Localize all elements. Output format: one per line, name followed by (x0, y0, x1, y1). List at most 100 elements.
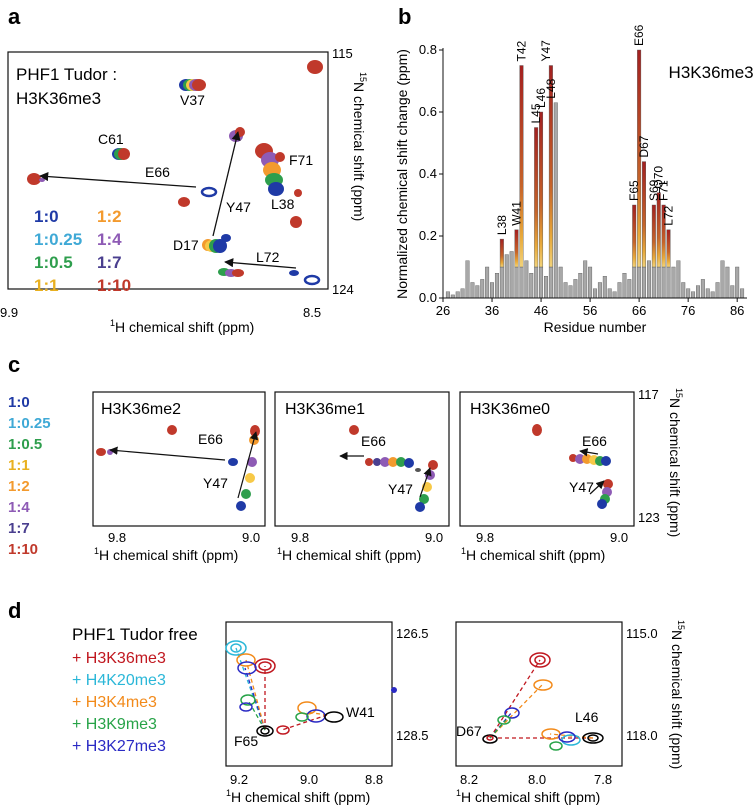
x-tick-label: 66 (632, 303, 646, 318)
peak-cluster-v37 (179, 79, 206, 91)
bar (578, 273, 583, 299)
y-tick-label: 0.4 (419, 166, 437, 181)
bar-annotation: E66 (632, 24, 646, 46)
bar (730, 285, 735, 299)
svg-text:+ H3K9me3: + H3K9me3 (72, 716, 157, 733)
svg-text:D67: D67 (456, 723, 482, 739)
svg-text:E66: E66 (198, 431, 223, 447)
bar (509, 251, 514, 299)
y-axis-label: Normalized chemical shift change (ppm) (394, 49, 410, 299)
panel-c-legend: 1:0 1:0.25 1:0.5 1:1 1:2 1:4 1:7 1:10 (8, 394, 51, 558)
svg-text:1:7: 1:7 (97, 253, 122, 272)
x-tick-label: 46 (534, 303, 548, 318)
bar (504, 254, 509, 299)
bar-annotation: W41 (510, 201, 524, 226)
svg-text:Y47: Y47 (388, 481, 413, 497)
svg-text:1:7: 1:7 (8, 520, 30, 537)
arrow-e66 (39, 172, 197, 188)
svg-text:8.2: 8.2 (460, 772, 478, 787)
bar (593, 288, 597, 299)
bar (514, 266, 519, 299)
svg-text:9.0: 9.0 (425, 530, 443, 545)
x-tick-label: 36 (485, 303, 499, 318)
svg-text:1:2: 1:2 (97, 207, 122, 226)
peak-top-right (307, 60, 323, 74)
bar (666, 229, 671, 268)
svg-text:L46: L46 (575, 709, 599, 725)
svg-text:9.8: 9.8 (291, 530, 309, 545)
label-v37: V37 (180, 92, 205, 108)
bar (715, 282, 720, 299)
svg-text:W41: W41 (346, 704, 375, 720)
bar (539, 266, 544, 299)
svg-text:1:0: 1:0 (8, 394, 30, 411)
svg-text:7.8: 7.8 (594, 772, 612, 787)
bar (475, 285, 480, 299)
label-f71: F71 (289, 152, 313, 168)
x-axis-label: Residue number (544, 319, 647, 335)
label-c61: C61 (98, 131, 124, 147)
bar (696, 285, 700, 299)
panel-b-letter: b (398, 4, 411, 29)
bar (710, 291, 715, 299)
bar (534, 266, 539, 299)
panel-c-letter: c (8, 352, 20, 377)
bar (642, 161, 646, 268)
panel-d-legend: + H3K36me3 + H4K20me3 + H3K4me3 + H3K9me… (72, 650, 166, 755)
bar (656, 192, 661, 268)
bar (524, 260, 529, 299)
bar (485, 266, 490, 299)
bar (544, 276, 548, 299)
a-y-tick-bottom: 124 (332, 282, 354, 297)
svg-text:1:4: 1:4 (8, 499, 30, 516)
spectrum-d-right: D67 L46 8.2 8.0 7.8 115.0 118.0 1H chemi… (455, 621, 658, 805)
bar (681, 282, 686, 299)
x-tick-label: 76 (681, 303, 695, 318)
spectrum-d-left: W41 F65 9.2 9.0 8.8 126.5 128.5 1H chemi… (225, 621, 429, 805)
bar (588, 266, 593, 299)
svg-text:E66: E66 (361, 433, 386, 449)
bar-annotation: L48 (544, 78, 558, 98)
peak-e66-free (200, 186, 218, 198)
peak-e66-bound (27, 173, 41, 185)
svg-text:1:0.25: 1:0.25 (34, 230, 82, 249)
panel-c: c 1:0 1:0.25 1:0.5 1:1 1:2 1:4 1:7 1:10 … (8, 352, 684, 563)
svg-text:1:10: 1:10 (97, 276, 131, 295)
bar (460, 288, 465, 299)
y-tick-label: 0.2 (419, 228, 437, 243)
bar (455, 291, 460, 299)
svg-text:9.8: 9.8 (476, 530, 494, 545)
svg-text:+ H4K20me3: + H4K20me3 (72, 672, 166, 689)
spectrum-title: H3K36me2 (101, 401, 181, 418)
bar (646, 260, 651, 299)
svg-text:118.0: 118.0 (626, 728, 658, 743)
bar (539, 111, 544, 268)
svg-text:Y47: Y47 (203, 475, 228, 491)
panel-a-frame (7, 51, 329, 290)
svg-text:8.0: 8.0 (528, 772, 546, 787)
a-x-tick-right: 8.5 (303, 305, 321, 320)
svg-text:F65: F65 (234, 733, 258, 749)
svg-text:1:1: 1:1 (34, 276, 59, 295)
svg-text:1H chemical shift (ppm): 1H chemical shift (ppm) (277, 546, 421, 563)
svg-text:9.0: 9.0 (300, 772, 318, 787)
svg-text:9.2: 9.2 (230, 772, 248, 787)
bar (499, 266, 504, 299)
label-d17: D17 (173, 237, 199, 253)
bar (470, 282, 475, 299)
panel-d: d PHF1 Tudor free + H3K36me3 + H4K20me3 … (8, 598, 686, 805)
bar (656, 266, 661, 299)
bar (519, 266, 524, 299)
bar-annotation: L38 (495, 215, 509, 235)
peak-cluster-f71-l38 (255, 143, 285, 196)
panel-a-legend: 1:0 1:0.25 1:0.5 1:1 1:2 1:4 1:7 1:10 (34, 207, 131, 295)
bar (602, 276, 607, 299)
panel-a-letter: a (8, 4, 21, 29)
bar (651, 266, 656, 299)
bar-annotation: Y47 (539, 40, 553, 62)
bar (529, 273, 534, 299)
bar (622, 273, 627, 299)
bar (661, 204, 666, 268)
arrow-y47 (212, 131, 241, 237)
svg-text:1:4: 1:4 (97, 230, 122, 249)
